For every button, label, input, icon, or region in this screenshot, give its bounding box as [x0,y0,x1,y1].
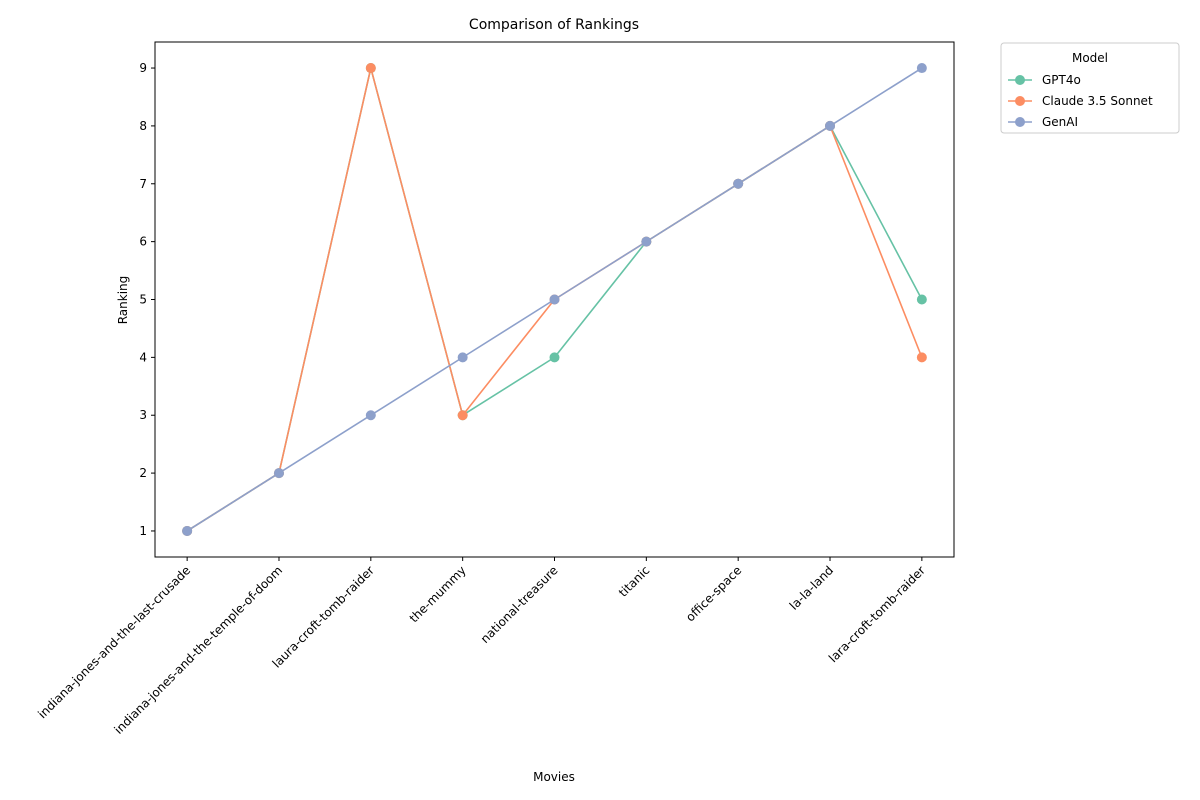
y-tick-label: 1 [139,524,147,538]
legend-title: Model [1072,51,1108,65]
data-point-2-0 [182,525,193,536]
legend-marker-2 [1015,117,1025,127]
y-tick-label: 5 [139,293,147,307]
y-axis: 1 2 3 4 5 6 7 8 9 [139,61,155,538]
data-point-1-8 [916,352,927,363]
data-point-1-3 [457,410,468,421]
data-point-2-4 [549,294,560,305]
y-tick-label: 4 [139,350,147,364]
x-tick-label: titanic [616,563,653,600]
y-tick-label: 8 [139,119,147,133]
x-tick-label: the-mummy [407,563,469,625]
x-tick-label: indiana-jones-and-the-temple-of-doom [111,563,285,737]
data-point-2-3 [457,352,468,363]
x-tick-label: national-treasure [478,563,561,646]
legend-label-0: GPT4o [1042,73,1081,87]
data-point-2-6 [733,178,744,189]
data-point-0-8 [916,294,927,305]
data-point-1-2 [365,63,376,74]
x-tick-label: office-space [683,563,744,624]
y-tick-label: 2 [139,466,147,480]
data-point-2-7 [825,120,836,131]
legend-frame [1000,42,1180,134]
legend: Model GPT4o Claude 3.5 Sonnet GenAI [1000,42,1180,134]
y-tick-label: 6 [139,235,147,249]
data-point-2-2 [365,410,376,421]
legend-marker-0 [1015,75,1025,85]
data-point-0-4 [549,352,560,363]
x-tick-label: laura-croft-tomb-raider [270,563,377,670]
x-tick-label: lara-croft-tomb-raider [826,563,928,665]
x-axis-label: Movies [533,770,575,784]
y-tick-label: 3 [139,408,147,422]
legend-marker-1 [1015,96,1025,106]
data-point-2-1 [273,468,284,479]
data-point-2-8 [916,63,927,74]
legend-label-1: Claude 3.5 Sonnet [1042,94,1153,108]
plot-area [154,41,955,558]
x-tick-label: indiana-jones-and-the-last-crusade [35,563,193,721]
legend-label-2: GenAI [1042,115,1078,129]
data-point-2-5 [641,236,652,247]
chart-title: Comparison of Rankings [469,17,639,33]
y-tick-label: 7 [139,177,147,191]
y-axis-label: Ranking [116,276,130,325]
legend-items: GPT4o Claude 3.5 Sonnet GenAI [1008,73,1153,129]
y-tick-label: 9 [139,61,147,75]
x-tick-label: la-la-land [787,563,836,612]
x-axis: indiana-jones-and-the-last-crusadeindian… [35,557,928,737]
